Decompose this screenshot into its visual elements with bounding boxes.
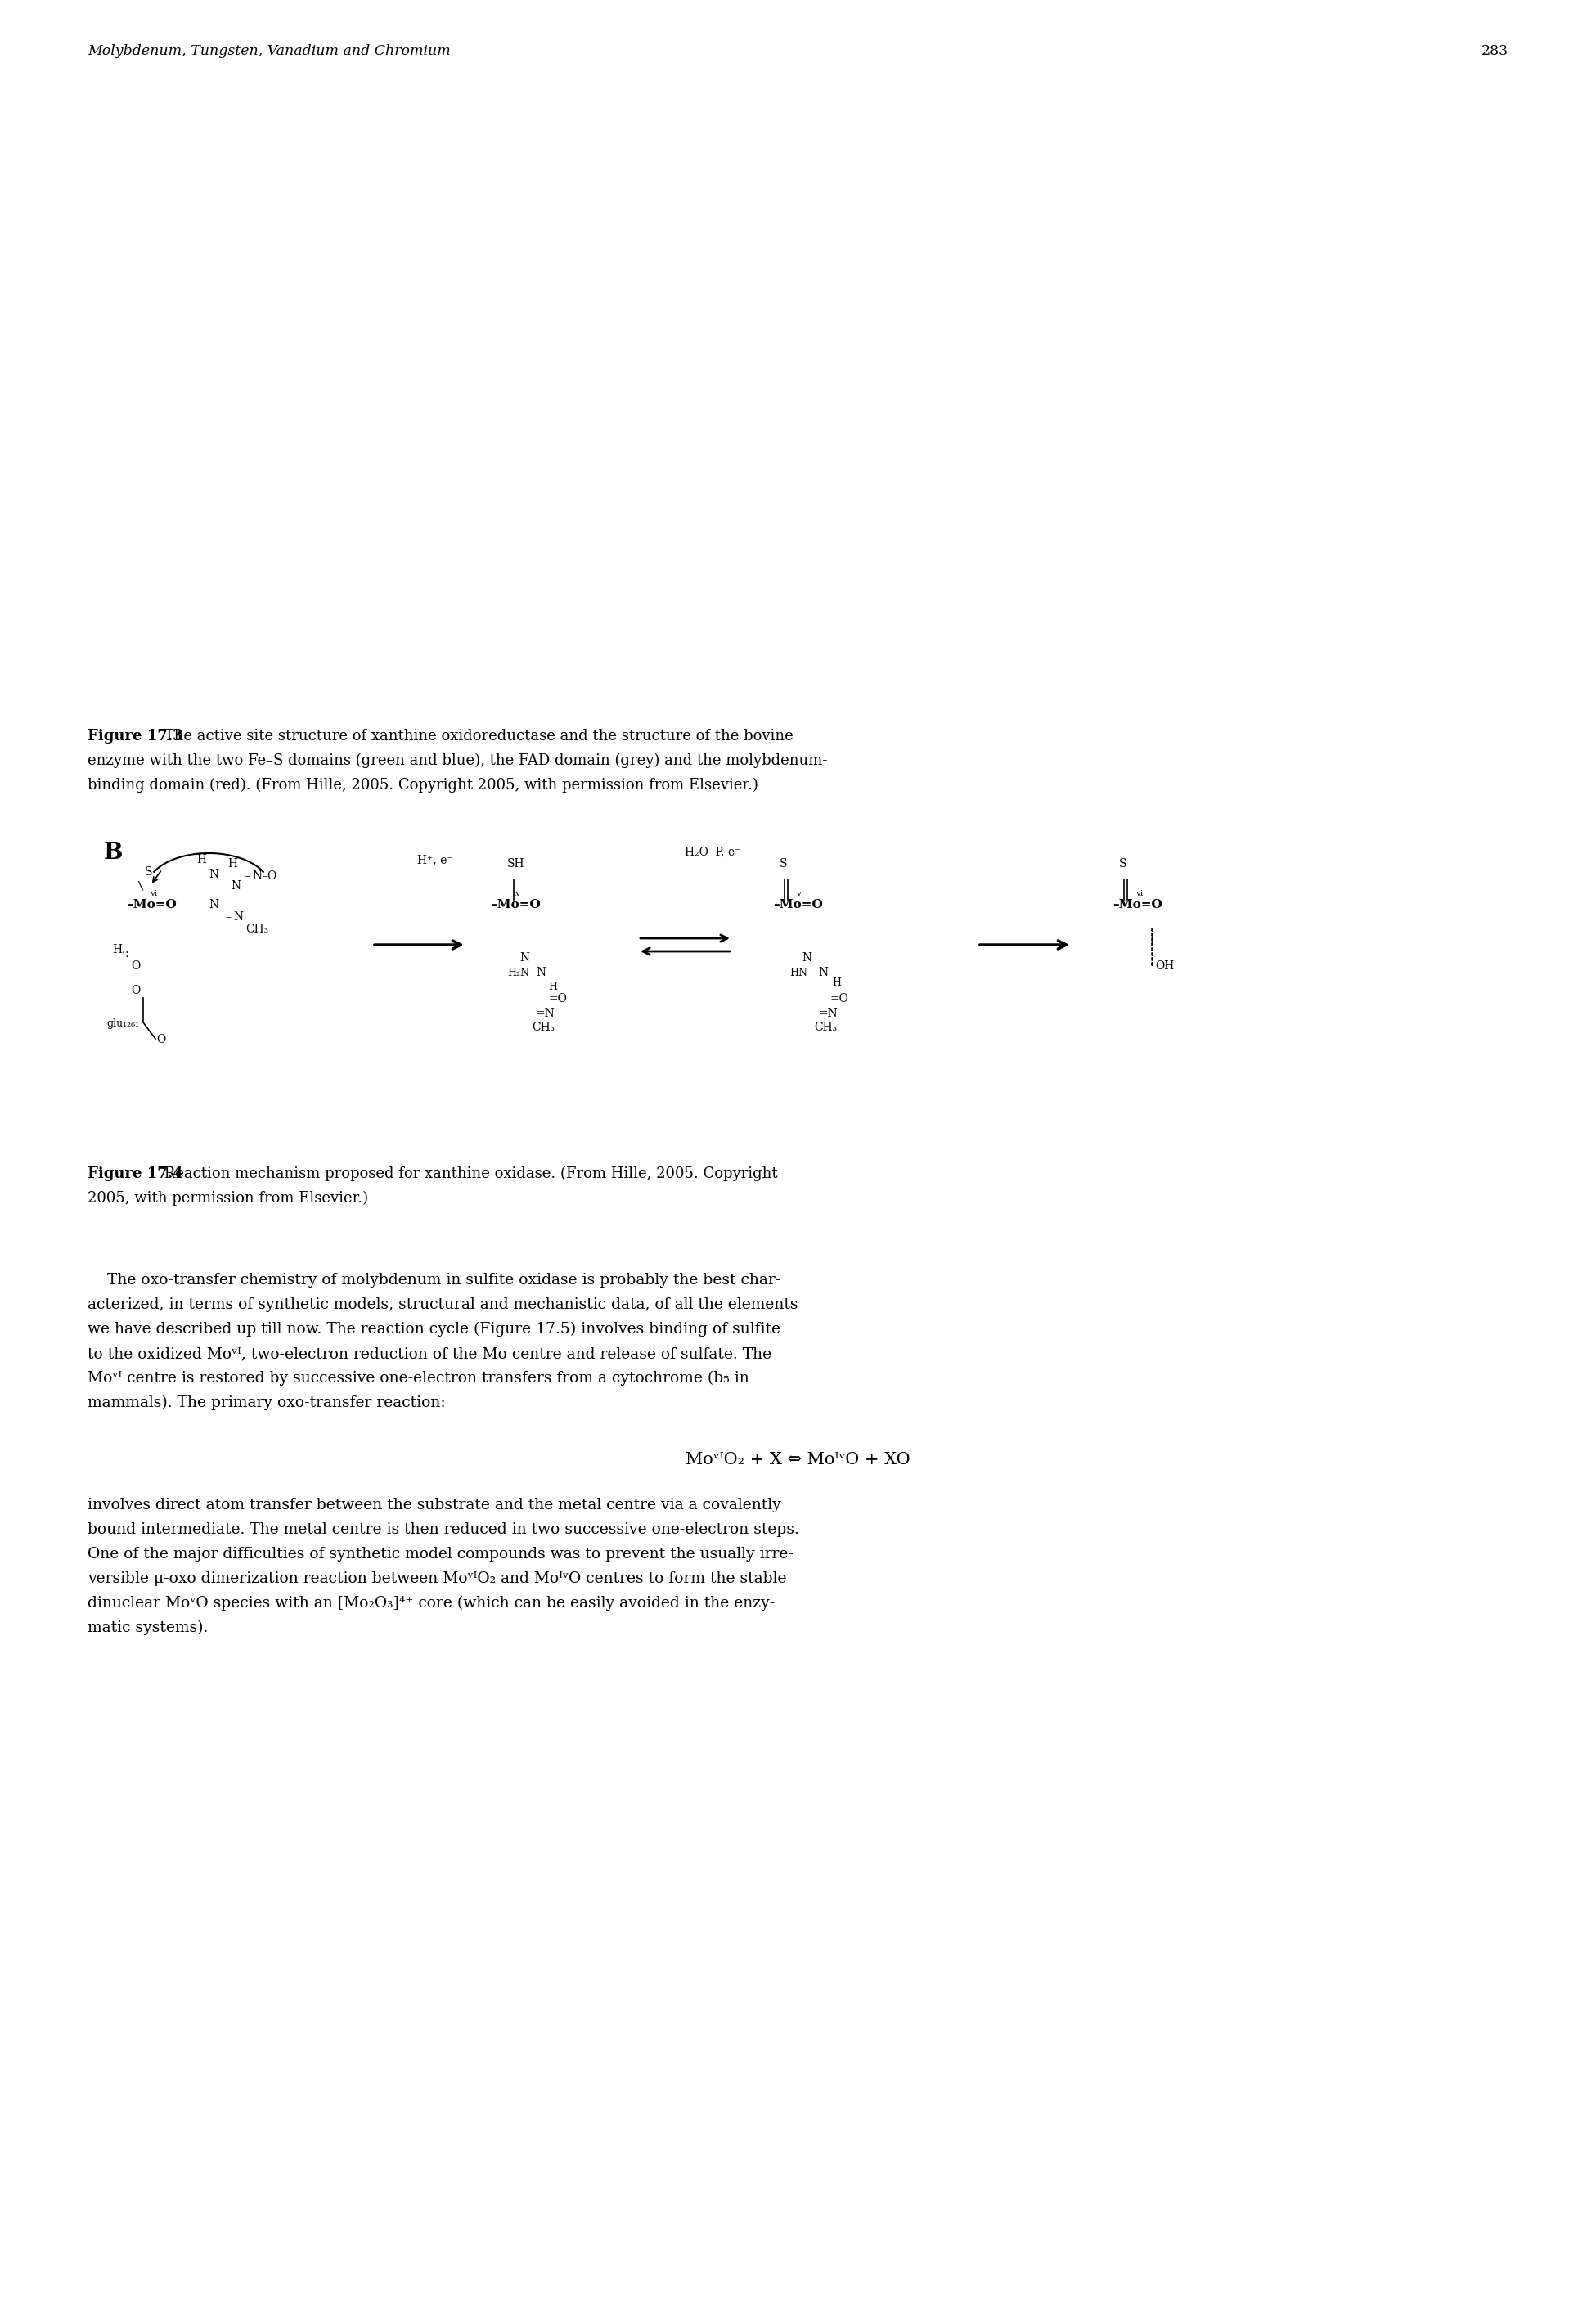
Text: N: N <box>519 953 530 965</box>
Text: O: O <box>131 960 140 972</box>
Text: H: H <box>227 858 238 870</box>
Text: The oxo-transfer chemistry of molybdenum in sulfite oxidase is probably the best: The oxo-transfer chemistry of molybdenum… <box>88 1273 780 1287</box>
Text: involves direct atom transfer between the substrate and the metal centre via a c: involves direct atom transfer between th… <box>88 1498 780 1512</box>
Text: to the oxidized Moᵛᴵ, two-electron reduction of the Mo centre and release of sul: to the oxidized Moᵛᴵ, two-electron reduc… <box>88 1347 771 1361</box>
Text: Figure 17.4: Figure 17.4 <box>88 1166 184 1180</box>
Text: B: B <box>104 842 123 863</box>
Text: vi: vi <box>150 890 156 897</box>
Text: N: N <box>819 967 828 979</box>
Text: HN: HN <box>790 967 808 979</box>
Text: –Mo=O: –Mo=O <box>1112 900 1162 911</box>
Text: CH₃: CH₃ <box>531 1023 555 1034</box>
Text: –Mo=O: –Mo=O <box>772 900 824 911</box>
Text: –O: –O <box>152 1034 166 1046</box>
Text: acterized, in terms of synthetic models, structural and mechanistic data, of all: acterized, in terms of synthetic models,… <box>88 1296 798 1313</box>
Text: S: S <box>779 858 787 870</box>
Text: N: N <box>536 967 546 979</box>
Text: bound intermediate. The metal centre is then reduced in two successive one-elect: bound intermediate. The metal centre is … <box>88 1521 800 1537</box>
Text: MoᵛᴵO₂ + X ⇔ MoᴵᵛO + XO: MoᵛᴵO₂ + X ⇔ MoᴵᵛO + XO <box>685 1452 910 1468</box>
Text: N: N <box>801 953 812 965</box>
Text: 2005, with permission from Elsevier.): 2005, with permission from Elsevier.) <box>88 1190 369 1206</box>
Text: mammals). The primary oxo-transfer reaction:: mammals). The primary oxo-transfer react… <box>88 1396 445 1410</box>
Text: Reaction mechanism proposed for xanthine oxidase. (From Hille, 2005. Copyright: Reaction mechanism proposed for xanthine… <box>160 1166 777 1180</box>
Text: dinuclear MoᵛO species with an [Mo₂O₃]⁴⁺ core (which can be easily avoided in th: dinuclear MoᵛO species with an [Mo₂O₃]⁴⁺… <box>88 1595 776 1612</box>
Text: matic systems).: matic systems). <box>88 1621 207 1635</box>
Text: H₂N: H₂N <box>508 967 530 979</box>
Text: glu₁₂₆₁: glu₁₂₆₁ <box>107 1018 139 1030</box>
Text: H.: H. <box>112 944 126 955</box>
Text: binding domain (red). (From Hille, 2005. Copyright 2005, with permission from El: binding domain (red). (From Hille, 2005.… <box>88 777 758 793</box>
Text: versible μ-oxo dimerization reaction between MoᵛᴵO₂ and MoᴵᵛO centres to form th: versible μ-oxo dimerization reaction bet… <box>88 1572 787 1586</box>
Text: =N: =N <box>536 1009 555 1020</box>
Text: we have described up till now. The reaction cycle (Figure 17.5) involves binding: we have described up till now. The react… <box>88 1322 780 1336</box>
Text: N: N <box>231 881 241 890</box>
Text: =O: =O <box>830 993 849 1004</box>
Text: enzyme with the two Fe–S domains (green and blue), the FAD domain (grey) and the: enzyme with the two Fe–S domains (green … <box>88 754 827 768</box>
Text: N: N <box>233 911 243 923</box>
Text: S: S <box>1119 858 1127 870</box>
Text: iv: iv <box>514 890 522 897</box>
Text: H₂O  P, e⁻: H₂O P, e⁻ <box>685 846 741 858</box>
Text: Figure 17.3: Figure 17.3 <box>88 728 184 744</box>
Text: SH: SH <box>508 858 525 870</box>
Text: CH₃: CH₃ <box>246 923 268 935</box>
Text: :: : <box>124 948 129 960</box>
Text: OH: OH <box>1156 960 1175 972</box>
Text: H⁺, e⁻: H⁺, e⁻ <box>417 853 453 865</box>
Text: 283: 283 <box>1481 44 1508 58</box>
Text: One of the major difficulties of synthetic model compounds was to prevent the us: One of the major difficulties of synthet… <box>88 1547 793 1561</box>
Text: N: N <box>209 870 219 881</box>
Text: Moᵛᴵ centre is restored by successive one-electron transfers from a cytochrome (: Moᵛᴵ centre is restored by successive on… <box>88 1371 749 1387</box>
Text: –O: –O <box>262 870 276 881</box>
Text: \: \ <box>137 881 144 890</box>
Text: –Mo=O: –Mo=O <box>126 900 177 911</box>
Text: H: H <box>196 853 206 865</box>
Text: O: O <box>131 986 140 997</box>
Text: vi: vi <box>1135 890 1143 897</box>
Text: H: H <box>832 979 841 988</box>
Text: N: N <box>209 900 219 911</box>
Text: H: H <box>547 981 557 993</box>
Text: N: N <box>252 870 262 881</box>
Text: The active site structure of xanthine oxidoreductase and the structure of the bo: The active site structure of xanthine ox… <box>160 728 793 744</box>
Text: v: v <box>796 890 801 897</box>
Text: Molybdenum, Tungsten, Vanadium and Chromium: Molybdenum, Tungsten, Vanadium and Chrom… <box>88 44 450 58</box>
Text: –: – <box>225 911 231 923</box>
Text: =O: =O <box>547 993 567 1004</box>
Text: =N: =N <box>819 1009 838 1020</box>
Text: –: – <box>244 870 249 881</box>
Text: –Mo=O: –Mo=O <box>492 900 541 911</box>
Text: S: S <box>145 867 153 877</box>
Text: CH₃: CH₃ <box>814 1023 836 1034</box>
Bar <box>0 81 1596 703</box>
